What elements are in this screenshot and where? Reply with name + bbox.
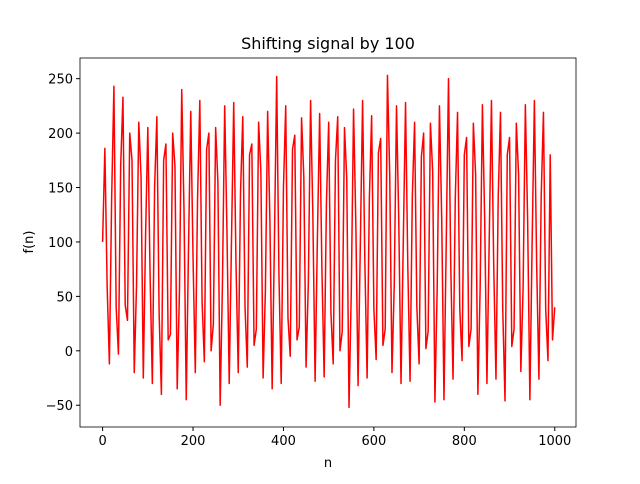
y-tick-label: 150 bbox=[48, 182, 73, 197]
x-tick-label: 200 bbox=[181, 434, 206, 449]
y-tick-label: 0 bbox=[65, 345, 73, 360]
x-tick-label: 400 bbox=[271, 434, 296, 449]
x-axis-label: n bbox=[324, 456, 332, 471]
y-tick-label: 250 bbox=[48, 73, 73, 88]
line-series bbox=[101, 74, 556, 409]
x-tick-label: 0 bbox=[98, 434, 106, 449]
x-tick-label: 800 bbox=[452, 434, 477, 449]
y-tick-label: −50 bbox=[46, 399, 73, 414]
y-tick-label: 200 bbox=[48, 127, 73, 142]
y-tick-label: 50 bbox=[56, 290, 73, 305]
y-tick-label: 100 bbox=[48, 236, 73, 251]
x-tick-label: 1000 bbox=[538, 434, 571, 449]
y-axis-label: f(n) bbox=[22, 231, 37, 254]
x-tick-label: 600 bbox=[361, 434, 386, 449]
chart-title: Shifting signal by 100 bbox=[241, 34, 415, 53]
plot-frame bbox=[79, 57, 577, 428]
